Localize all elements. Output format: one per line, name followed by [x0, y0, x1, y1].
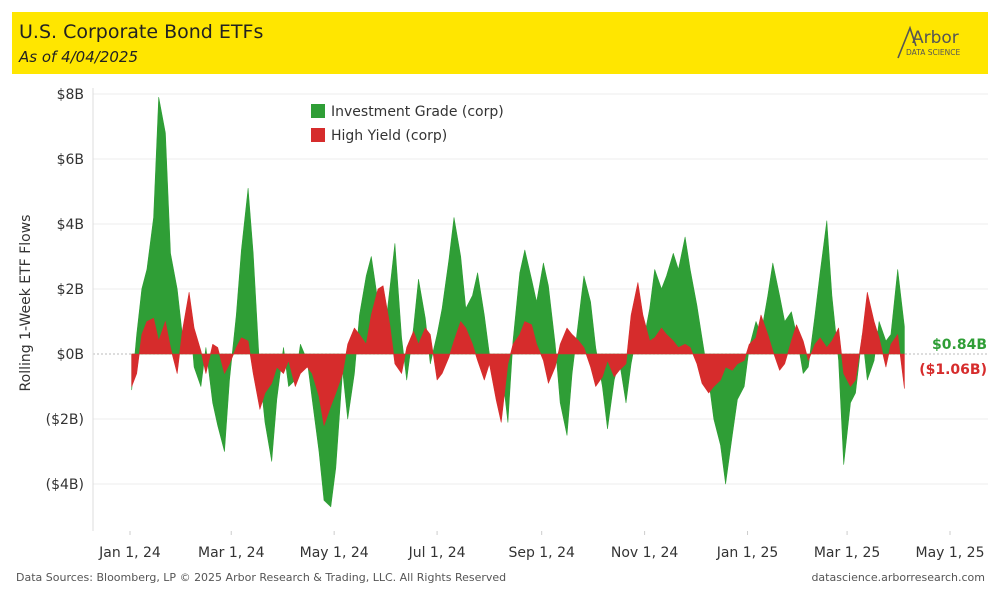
page-subtitle: As of 4/04/2025 [19, 48, 138, 66]
x-tick-label: May 1, 25 [915, 545, 984, 561]
high-yield-area [131, 282, 905, 426]
y-tick-label: $8B [57, 87, 84, 103]
y-tick-label: $2B [57, 282, 84, 298]
y-tick-label: $4B [57, 217, 84, 233]
page-title: U.S. Corporate Bond ETFs [19, 21, 264, 43]
x-tick-label: Mar 1, 24 [198, 545, 265, 561]
investment-grade-end-label: $0.84B [932, 337, 987, 353]
x-tick-label: Jan 1, 24 [98, 545, 161, 561]
logo-tagline: DATA SCIENCE [906, 48, 961, 57]
y-tick-label: ($2B) [46, 412, 84, 428]
end-labels: $0.84B ($1.06B) [919, 337, 987, 378]
website-link[interactable]: datascience.arborresearch.com [811, 571, 985, 584]
arbor-logo: Arbor DATA SCIENCE [897, 25, 961, 59]
data-sources: Data Sources: Bloomberg, LP © 2025 Arbor… [16, 571, 507, 584]
logo-name: Arbor [912, 28, 959, 48]
x-tick-label: May 1, 24 [300, 545, 369, 561]
y-tick-label: $0B [57, 347, 84, 363]
x-tick-label: Jan 1, 25 [716, 545, 779, 561]
y-tick-label: $6B [57, 152, 84, 168]
header-banner: U.S. Corporate Bond ETFs As of 4/04/2025… [12, 12, 988, 74]
x-tick-label: Jul 1, 24 [408, 545, 466, 561]
legend-swatch-investment-grade [311, 104, 325, 118]
x-tick-label: Sep 1, 24 [508, 545, 575, 561]
high-yield-end-label: ($1.06B) [919, 362, 987, 378]
axis-ticks: $8B $6B $4B $2B $0B ($2B) ($4B) Jan 1, 24 Mar 1,… [46, 87, 985, 561]
legend-label-high-yield: High Yield (corp) [331, 128, 447, 144]
logo-mark [897, 25, 917, 59]
chart-legend: Investment Grade (corp) High Yield (corp) [311, 104, 504, 144]
series-areas [131, 97, 905, 508]
x-tick-label: Nov 1, 24 [611, 545, 678, 561]
y-tick-label: ($4B) [46, 477, 84, 493]
legend-label-investment-grade: Investment Grade (corp) [331, 104, 504, 120]
x-tick-label: Mar 1, 25 [814, 545, 881, 561]
legend-swatch-high-yield [311, 128, 325, 142]
y-axis-label: Rolling 1-Week ETF Flows [18, 215, 34, 392]
